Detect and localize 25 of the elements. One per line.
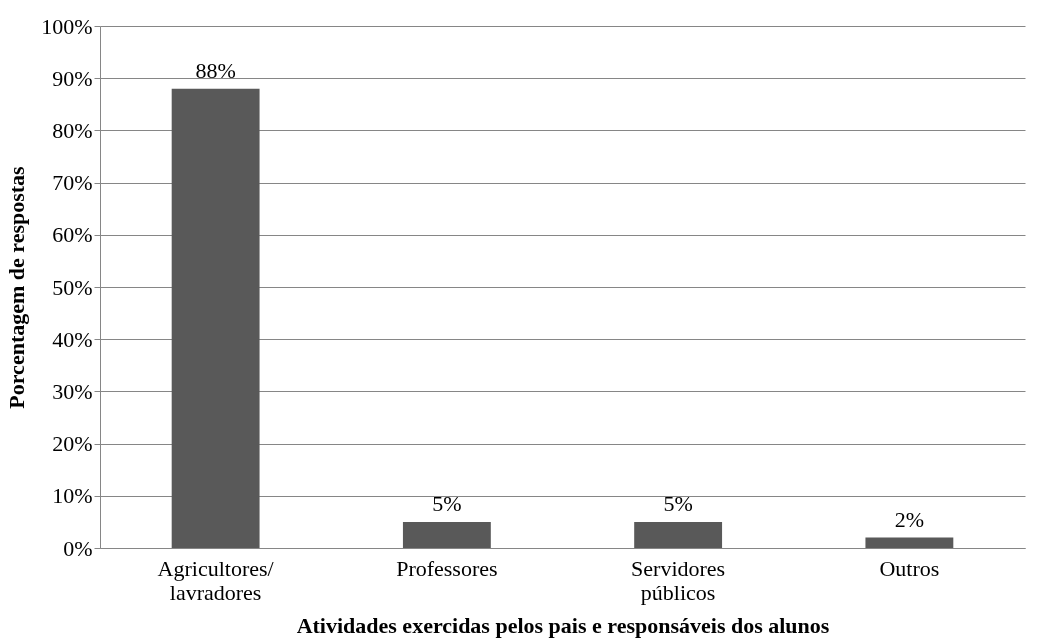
data-label: 2% [894,506,925,532]
y-tick-label: 90% [52,65,93,91]
y-axis-title: Porcentagem de respostas [4,165,30,409]
x-tick-label: Agricultores/ lavradores [157,555,275,605]
bar [865,537,954,548]
y-tick-label: 60% [52,222,93,248]
y-tick-label: 0% [63,535,93,561]
data-label: 5% [432,490,462,516]
x-tick-label: Outros [879,555,940,581]
y-tick-label: 10% [52,483,93,509]
bar [402,521,491,548]
y-tick-label: 50% [52,274,93,300]
x-axis-title: Atividades exercidas pelos pais e responsáveis dos alunos [296,612,830,638]
bar [634,521,723,548]
x-tick-label: Professores [396,555,498,581]
y-tick-label: 80% [52,117,93,143]
y-tick-label: 20% [52,431,93,457]
y-tick-label: 30% [52,378,93,404]
y-tick-label: 70% [52,170,93,196]
y-tick-label: 100% [41,13,93,39]
bar [171,88,260,548]
data-label: 88% [195,57,236,83]
y-tick-label: 40% [52,326,93,352]
x-tick-label: Servidores públicos [631,555,726,605]
data-label: 5% [663,490,693,516]
